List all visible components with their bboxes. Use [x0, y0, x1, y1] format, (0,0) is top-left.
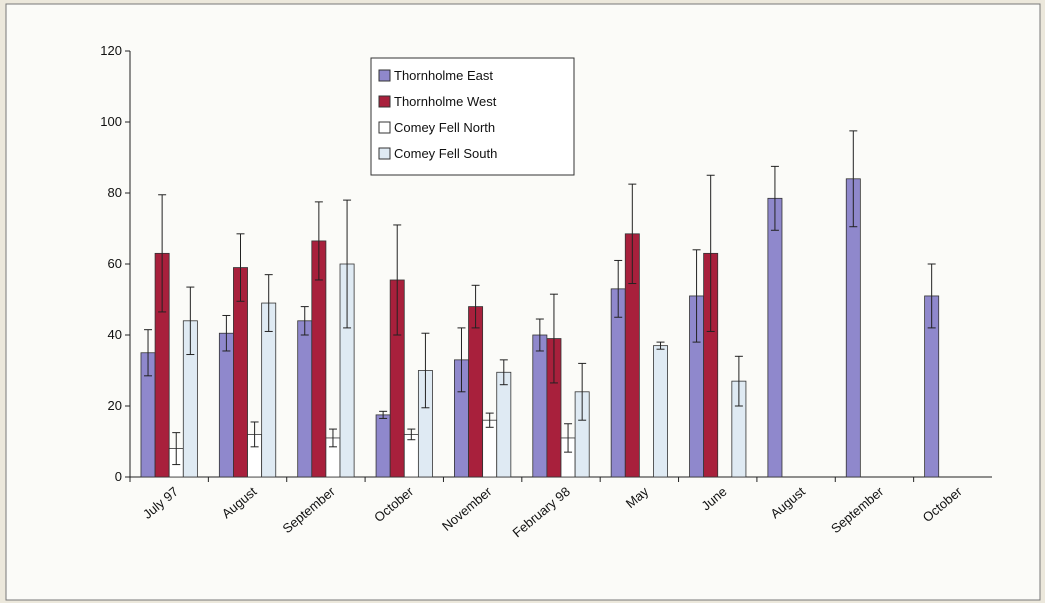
error-bar	[421, 332, 430, 409]
error-bar	[144, 329, 153, 377]
error-bar	[706, 174, 715, 332]
y-tick-label: 40	[108, 327, 122, 342]
legend-label: Comey Fell South	[394, 146, 497, 161]
bar	[496, 371, 512, 478]
bar	[403, 433, 419, 478]
legend-swatch	[378, 95, 391, 108]
error-bar	[549, 293, 558, 384]
error-bar	[343, 199, 352, 329]
bar	[653, 345, 668, 478]
error-bar	[264, 274, 273, 332]
error-bar	[393, 224, 402, 336]
legend-label: Thornholme West	[394, 94, 497, 109]
error-bar	[499, 359, 508, 386]
error-bar	[250, 421, 259, 448]
error-bar	[628, 183, 637, 285]
error-bar	[407, 428, 416, 441]
y-tick-label: 20	[108, 398, 122, 413]
error-bar	[770, 165, 779, 231]
error-bar	[172, 432, 181, 466]
error-bar	[578, 362, 587, 421]
error-bar	[471, 284, 480, 329]
bar	[375, 414, 391, 478]
legend-box	[370, 57, 575, 176]
error-bar	[485, 412, 494, 428]
y-tick-label: 100	[100, 114, 122, 129]
bar	[468, 306, 484, 478]
y-tick-label: 120	[100, 43, 122, 58]
error-bar	[614, 259, 623, 318]
error-bar	[457, 327, 466, 393]
legend-swatch	[378, 121, 391, 134]
error-bar	[328, 428, 337, 448]
error-bar	[535, 318, 544, 352]
bar	[482, 419, 498, 478]
legend-label: Comey Fell North	[394, 120, 495, 135]
error-bar	[692, 249, 701, 343]
y-tick-label: 80	[108, 185, 122, 200]
error-bar	[300, 306, 309, 336]
legend-label: Thornholme East	[394, 68, 493, 83]
y-tick-label: 0	[115, 469, 122, 484]
error-bar	[656, 341, 665, 350]
error-bar	[564, 423, 573, 453]
legend-swatch	[378, 147, 391, 160]
error-bar	[849, 130, 858, 228]
error-bar	[734, 355, 743, 407]
legend-swatch	[378, 69, 391, 82]
bar	[297, 320, 313, 478]
bar	[532, 334, 548, 478]
error-bar	[186, 286, 195, 356]
error-bar	[379, 410, 388, 419]
error-bar	[927, 263, 936, 329]
bar	[218, 332, 234, 478]
y-tick-label: 60	[108, 256, 122, 271]
error-bar	[314, 201, 323, 281]
bar	[767, 197, 783, 478]
error-bar	[236, 233, 245, 302]
error-bar	[222, 314, 231, 352]
error-bar	[158, 194, 167, 313]
